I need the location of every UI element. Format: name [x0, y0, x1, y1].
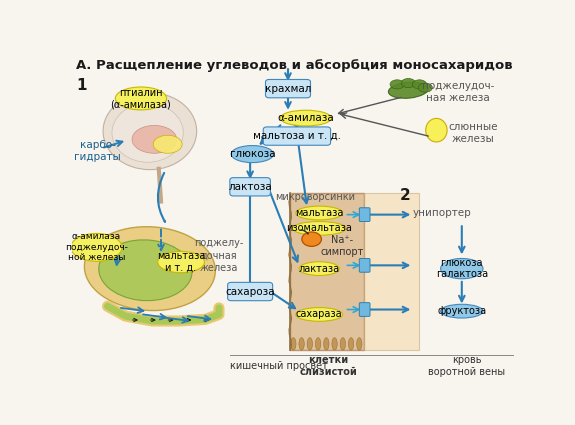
FancyBboxPatch shape — [359, 258, 370, 272]
Text: Na⁺-
симпорт: Na⁺- симпорт — [320, 235, 364, 257]
Text: сахараза: сахараза — [296, 309, 343, 320]
Text: глюкоза: глюкоза — [229, 149, 275, 159]
FancyBboxPatch shape — [359, 303, 370, 316]
Text: лактоза: лактоза — [228, 182, 272, 192]
Ellipse shape — [291, 338, 296, 350]
Ellipse shape — [296, 308, 343, 321]
Text: 2: 2 — [400, 188, 410, 203]
Ellipse shape — [388, 82, 428, 98]
Ellipse shape — [158, 252, 205, 273]
Ellipse shape — [348, 338, 354, 350]
FancyBboxPatch shape — [230, 178, 270, 196]
Text: слюнные
железы: слюнные железы — [448, 122, 498, 144]
FancyBboxPatch shape — [364, 193, 420, 351]
Text: карбо-
гидраты: карбо- гидраты — [74, 139, 121, 162]
Ellipse shape — [440, 304, 483, 318]
Circle shape — [302, 232, 321, 246]
Ellipse shape — [299, 262, 339, 275]
Text: клетки
слизистой: клетки слизистой — [299, 354, 357, 377]
Ellipse shape — [112, 103, 183, 162]
Text: α-амилаза
поджелудоч-
ной железы: α-амилаза поджелудоч- ной железы — [65, 232, 128, 262]
Text: поджелу-
дочная
железа: поджелу- дочная железа — [194, 238, 244, 273]
FancyArrowPatch shape — [158, 173, 165, 222]
Ellipse shape — [85, 227, 216, 311]
Text: унипортер: унипортер — [413, 208, 471, 218]
Ellipse shape — [103, 93, 197, 170]
Ellipse shape — [390, 80, 404, 89]
Text: крахмал: крахмал — [265, 84, 311, 94]
Text: мальтаза
и т. д.: мальтаза и т. д. — [157, 251, 205, 273]
Text: мальтаза: мальтаза — [295, 208, 343, 218]
Ellipse shape — [324, 338, 329, 350]
FancyBboxPatch shape — [228, 282, 273, 301]
Ellipse shape — [440, 258, 483, 279]
Text: фруктоза: фруктоза — [437, 306, 486, 316]
FancyBboxPatch shape — [266, 79, 311, 98]
FancyBboxPatch shape — [290, 193, 364, 351]
Ellipse shape — [316, 338, 321, 350]
Text: кишечный просвет: кишечный просвет — [230, 361, 328, 371]
Ellipse shape — [132, 125, 177, 153]
Ellipse shape — [296, 206, 343, 220]
Ellipse shape — [401, 79, 416, 88]
Text: 1: 1 — [76, 78, 87, 93]
Text: кровь
воротной вены: кровь воротной вены — [428, 354, 505, 377]
Ellipse shape — [412, 80, 427, 89]
Ellipse shape — [153, 135, 182, 153]
Ellipse shape — [307, 338, 313, 350]
Ellipse shape — [332, 338, 338, 350]
FancyArrowPatch shape — [301, 230, 308, 234]
Text: микроворсинки: микроворсинки — [275, 192, 355, 201]
Ellipse shape — [231, 146, 274, 163]
Ellipse shape — [71, 233, 122, 261]
Text: мальтоза и т. д.: мальтоза и т. д. — [253, 131, 341, 141]
Text: птиалин
(α-амилаза): птиалин (α-амилаза) — [110, 88, 171, 109]
Ellipse shape — [299, 338, 304, 350]
Ellipse shape — [280, 110, 331, 126]
Ellipse shape — [116, 87, 167, 110]
FancyBboxPatch shape — [263, 127, 331, 145]
Ellipse shape — [418, 83, 432, 92]
Text: поджелудоч-
ная железа: поджелудоч- ная железа — [421, 81, 494, 103]
Ellipse shape — [426, 119, 447, 142]
Ellipse shape — [293, 221, 346, 235]
Text: лактаза: лактаза — [298, 264, 340, 274]
Text: А. Расщепление углеводов и абсорбция моносахаридов: А. Расщепление углеводов и абсорбция мон… — [76, 59, 513, 72]
Text: сахароза: сахароза — [225, 286, 275, 297]
Text: изомальтаза: изомальтаза — [286, 224, 352, 233]
Ellipse shape — [340, 338, 346, 350]
Text: α-амилаза: α-амилаза — [278, 113, 334, 123]
Ellipse shape — [99, 240, 192, 300]
FancyBboxPatch shape — [359, 208, 370, 221]
Text: глюкоза
галактоза: глюкоза галактоза — [436, 258, 488, 279]
Ellipse shape — [356, 338, 362, 350]
